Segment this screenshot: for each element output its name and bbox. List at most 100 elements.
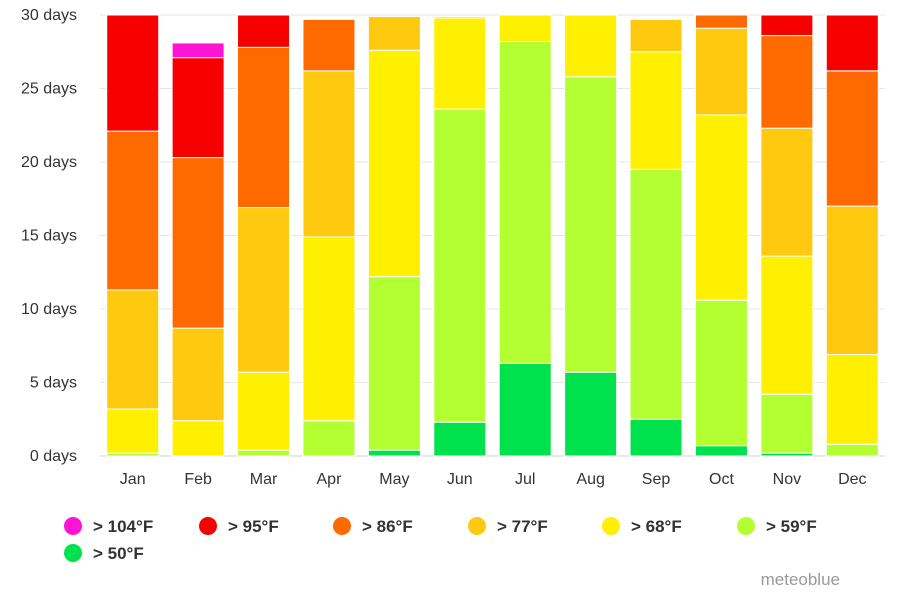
- bar-segment[interactable]: [237, 449, 291, 457]
- bar-segment[interactable]: [760, 393, 814, 454]
- bar-segment[interactable]: [367, 449, 421, 457]
- x-tick-label: Jan: [120, 471, 146, 488]
- bar-segment[interactable]: [694, 445, 748, 457]
- bar-stack-sep: [629, 18, 683, 457]
- bar-segment[interactable]: [106, 130, 160, 291]
- legend-item[interactable]: > 95°F: [199, 517, 279, 536]
- legend-label: > 68°F: [631, 517, 682, 536]
- legend-label: > 86°F: [362, 517, 413, 536]
- legend-marker: [602, 517, 620, 535]
- bar-segment[interactable]: [302, 236, 356, 422]
- x-tick-label: Feb: [184, 471, 212, 488]
- bar-segment[interactable]: [694, 27, 748, 116]
- bar-segment[interactable]: [760, 14, 814, 37]
- x-tick-label: Nov: [773, 471, 801, 488]
- bar-stack-jan: [106, 14, 160, 457]
- credit-text[interactable]: meteoblue: [761, 570, 840, 589]
- bar-segment[interactable]: [825, 354, 879, 445]
- bar-segment[interactable]: [433, 421, 487, 457]
- legend-item[interactable]: > 77°F: [468, 517, 548, 536]
- legend-item[interactable]: > 68°F: [602, 517, 682, 536]
- bar-segment[interactable]: [367, 49, 421, 278]
- legend-label: > 50°F: [93, 544, 144, 563]
- legend-item[interactable]: > 59°F: [737, 517, 817, 536]
- bar-segment[interactable]: [760, 35, 814, 129]
- legend-item[interactable]: > 50°F: [64, 544, 144, 563]
- bar-segment[interactable]: [760, 127, 814, 257]
- bar-stack-jul: [498, 14, 552, 457]
- bar-segment[interactable]: [629, 18, 683, 53]
- bar-segment[interactable]: [564, 371, 618, 457]
- bar-segment[interactable]: [171, 327, 225, 422]
- x-tick-label: Aug: [576, 471, 604, 488]
- bar-segment[interactable]: [564, 76, 618, 373]
- bar-stack-may: [367, 15, 421, 457]
- bar-segment[interactable]: [760, 255, 814, 395]
- bar-segment[interactable]: [302, 70, 356, 238]
- bar-segment[interactable]: [433, 15, 487, 19]
- x-tick-label: Jun: [447, 471, 473, 488]
- legend-marker: [737, 517, 755, 535]
- bar-segment[interactable]: [237, 371, 291, 451]
- x-tick-label: Jul: [515, 471, 535, 488]
- x-tick-label: Apr: [317, 471, 343, 488]
- bar-segment[interactable]: [825, 14, 879, 72]
- grid-lines: [100, 14, 885, 457]
- x-tick-label: Sep: [642, 471, 671, 488]
- bar-segment[interactable]: [564, 14, 618, 78]
- bar-segment[interactable]: [171, 42, 225, 59]
- legend-marker: [64, 517, 82, 535]
- legend-label: > 95°F: [228, 517, 279, 536]
- legend-label: > 77°F: [497, 517, 548, 536]
- bar-segment[interactable]: [237, 207, 291, 373]
- bar-stack-apr: [302, 18, 356, 457]
- y-tick-label: 30 days: [21, 7, 77, 24]
- bar-segment[interactable]: [825, 205, 879, 356]
- legend-item[interactable]: > 104°F: [64, 517, 153, 536]
- y-tick-label: 15 days: [21, 228, 77, 245]
- bar-segment[interactable]: [498, 40, 552, 364]
- bar-stack-mar: [237, 14, 291, 457]
- bar-segment[interactable]: [237, 14, 291, 48]
- y-tick-label: 5 days: [30, 375, 77, 392]
- bar-segment[interactable]: [433, 17, 487, 110]
- bar-stack-nov: [760, 14, 814, 457]
- bar-segment[interactable]: [367, 276, 421, 451]
- bar-segment[interactable]: [237, 46, 291, 209]
- bar-segment[interactable]: [498, 14, 552, 42]
- legend: > 104°F > 95°F > 86°F > 77°F > 68°F > 59°F > 5…: [64, 517, 817, 563]
- bar-segment[interactable]: [171, 57, 225, 159]
- bar-stack-aug: [564, 14, 618, 457]
- x-axis: Jan Feb Mar Apr May Jun Jul Aug Sep Oct Nov Dec: [120, 471, 867, 488]
- legend-label: > 59°F: [766, 517, 817, 536]
- bar-segment[interactable]: [694, 114, 748, 301]
- bar-segment[interactable]: [629, 168, 683, 420]
- legend-item[interactable]: > 86°F: [333, 517, 413, 536]
- x-tick-label: Mar: [250, 471, 278, 488]
- y-tick-label: 25 days: [21, 81, 77, 98]
- bar-segment[interactable]: [302, 18, 356, 72]
- bar-segment[interactable]: [106, 289, 160, 410]
- bar-segment[interactable]: [629, 418, 683, 457]
- bar-segment[interactable]: [498, 362, 552, 457]
- bar-segment[interactable]: [106, 14, 160, 132]
- bar-segment[interactable]: [825, 443, 879, 457]
- bar-segment[interactable]: [694, 14, 748, 29]
- y-tick-label: 10 days: [21, 301, 77, 318]
- bar-stack-feb: [171, 42, 225, 457]
- bar-segment[interactable]: [302, 420, 356, 457]
- bar-segment[interactable]: [367, 15, 421, 51]
- bar-segment[interactable]: [629, 51, 683, 170]
- bar-segment[interactable]: [433, 108, 487, 423]
- bars: [106, 14, 879, 457]
- legend-label: > 104°F: [93, 517, 153, 536]
- legend-marker: [468, 517, 486, 535]
- y-tick-label: 20 days: [21, 154, 77, 171]
- bar-segment[interactable]: [171, 157, 225, 329]
- legend-marker: [199, 517, 217, 535]
- bar-segment[interactable]: [694, 299, 748, 447]
- bar-segment[interactable]: [171, 420, 225, 457]
- bar-segment[interactable]: [106, 408, 160, 454]
- bar-segment[interactable]: [825, 70, 879, 207]
